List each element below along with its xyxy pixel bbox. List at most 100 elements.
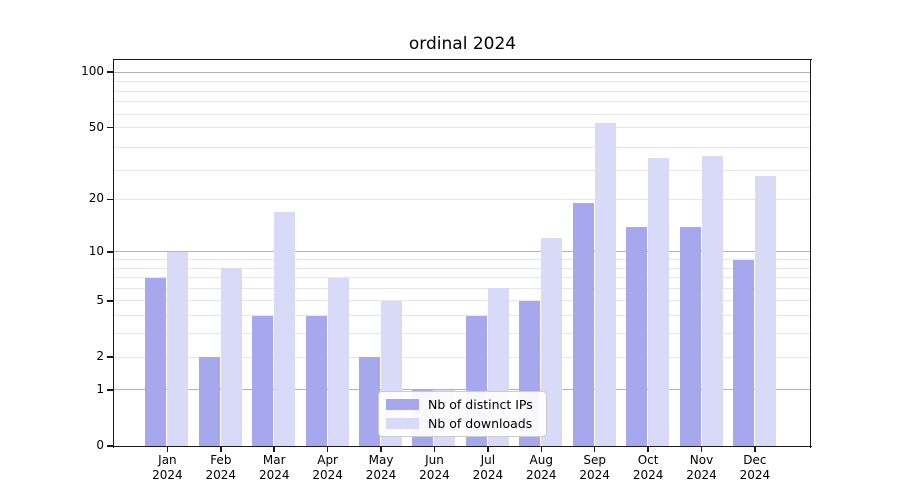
month-label: Apr	[317, 453, 338, 467]
x-tick	[166, 447, 169, 452]
spine-left	[112, 58, 115, 448]
year-label: 2024	[739, 468, 771, 482]
year-label: 2024	[258, 468, 290, 482]
minor-gridline	[114, 81, 811, 83]
x-tick	[754, 447, 756, 452]
month-label: Nov	[689, 453, 714, 467]
light-gridline	[114, 300, 811, 302]
x-tick-label-dec: Dec 2024	[727, 453, 783, 483]
y-tick-label: 2	[96, 349, 104, 364]
minor-gridline	[114, 101, 811, 103]
year-label: 2024	[686, 468, 717, 482]
minor-gridline	[114, 315, 811, 317]
month-label: May	[368, 453, 394, 467]
year-label: 2024	[312, 468, 343, 482]
light-gridline	[114, 127, 811, 129]
month-label: Dec	[743, 453, 767, 467]
month-label: Feb	[210, 453, 232, 467]
y-tick	[107, 251, 113, 253]
x-tick	[380, 447, 382, 452]
major-gridline	[114, 71, 811, 73]
x-tick	[326, 447, 329, 452]
x-tick	[700, 447, 703, 452]
bar-downloads-oct	[648, 158, 670, 446]
minor-gridline	[114, 170, 811, 172]
x-tick-label-jul: Jul 2024	[460, 453, 516, 483]
bar-downloads-dec	[754, 176, 776, 446]
legend-label-downloads: Nb of downloads	[428, 415, 533, 431]
x-tick-label-sep: Sep 2024	[567, 453, 623, 483]
y-tick	[107, 300, 113, 302]
legend: Nb of distinct IPs Nb of downloads	[378, 391, 547, 437]
x-tick-label-jan: Jan 2024	[139, 453, 195, 483]
bar-distinct-ips-nov	[679, 226, 701, 446]
bar-downloads-apr	[327, 277, 349, 446]
month-label: Aug	[529, 453, 553, 467]
x-tick	[273, 447, 275, 452]
y-tick-label: 5	[96, 292, 104, 307]
y-tick	[107, 445, 113, 447]
y-tick-label: 10	[88, 243, 104, 258]
minor-gridline	[114, 146, 811, 148]
chart-title: ordinal 2024	[408, 34, 517, 54]
y-tick-label: 100	[81, 64, 104, 79]
bar-distinct-ips-feb	[198, 357, 220, 446]
month-label: Jul	[480, 453, 496, 467]
light-gridline	[114, 356, 811, 358]
minor-gridline	[114, 267, 811, 269]
month-label: Jan	[158, 453, 177, 467]
year-label: 2024	[152, 468, 183, 482]
y-tick-label: 20	[88, 191, 104, 206]
x-tick	[647, 447, 649, 452]
legend-entry-downloads: Nb of downloads	[386, 416, 539, 431]
legend-swatch-distinct-ips	[386, 399, 419, 411]
year-label: 2024	[365, 468, 397, 482]
x-tick-label-aug: Aug 2024	[513, 453, 569, 483]
y-tick-label: 1	[96, 381, 104, 396]
legend-swatch-downloads	[386, 417, 419, 429]
bar-downloads-mar	[274, 211, 296, 446]
x-tick-label-jun: Jun 2024	[406, 453, 462, 483]
spine-bottom	[112, 445, 812, 448]
x-tick	[540, 447, 543, 452]
y-tick	[107, 356, 113, 358]
year-label: 2024	[205, 468, 237, 482]
x-tick	[433, 447, 436, 452]
bar-distinct-ips-apr	[305, 315, 327, 446]
minor-gridline	[114, 277, 811, 279]
light-gridline	[114, 198, 811, 200]
year-label: 2024	[579, 468, 610, 482]
y-tick	[107, 126, 113, 129]
bar-downloads-sep	[594, 122, 616, 446]
spine-right	[809, 58, 812, 448]
x-tick-label-feb: Feb 2024	[193, 453, 249, 483]
bar-distinct-ips-oct	[626, 226, 648, 446]
x-tick	[220, 447, 222, 452]
y-tick-label: 0	[96, 438, 104, 452]
x-tick-label-may: May 2024	[353, 453, 409, 483]
month-label: Jun	[425, 453, 444, 467]
month-label: Mar	[262, 453, 286, 467]
bar-distinct-ips-jan	[145, 277, 167, 446]
minor-gridline	[114, 90, 811, 92]
x-tick-label-oct: Oct 2024	[620, 453, 676, 483]
plot-area	[114, 60, 811, 446]
month-label: Sep	[583, 453, 606, 467]
y-tick	[107, 389, 113, 391]
minor-gridline	[114, 287, 811, 289]
x-tick	[487, 447, 489, 452]
major-gridline	[114, 389, 811, 391]
x-tick-label-mar: Mar 2024	[246, 453, 302, 483]
x-tick	[593, 447, 596, 452]
bar-downloads-feb	[220, 268, 242, 446]
legend-label-distinct-ips: Nb of distinct IPs	[428, 397, 533, 413]
bar-downloads-nov	[701, 155, 723, 446]
bar-distinct-ips-sep	[572, 203, 594, 446]
y-tick	[107, 198, 113, 201]
year-label: 2024	[525, 468, 557, 482]
bar-downloads-jan	[167, 251, 189, 446]
year-label: 2024	[632, 468, 664, 482]
year-label: 2024	[419, 468, 450, 482]
year-label: 2024	[472, 468, 504, 482]
